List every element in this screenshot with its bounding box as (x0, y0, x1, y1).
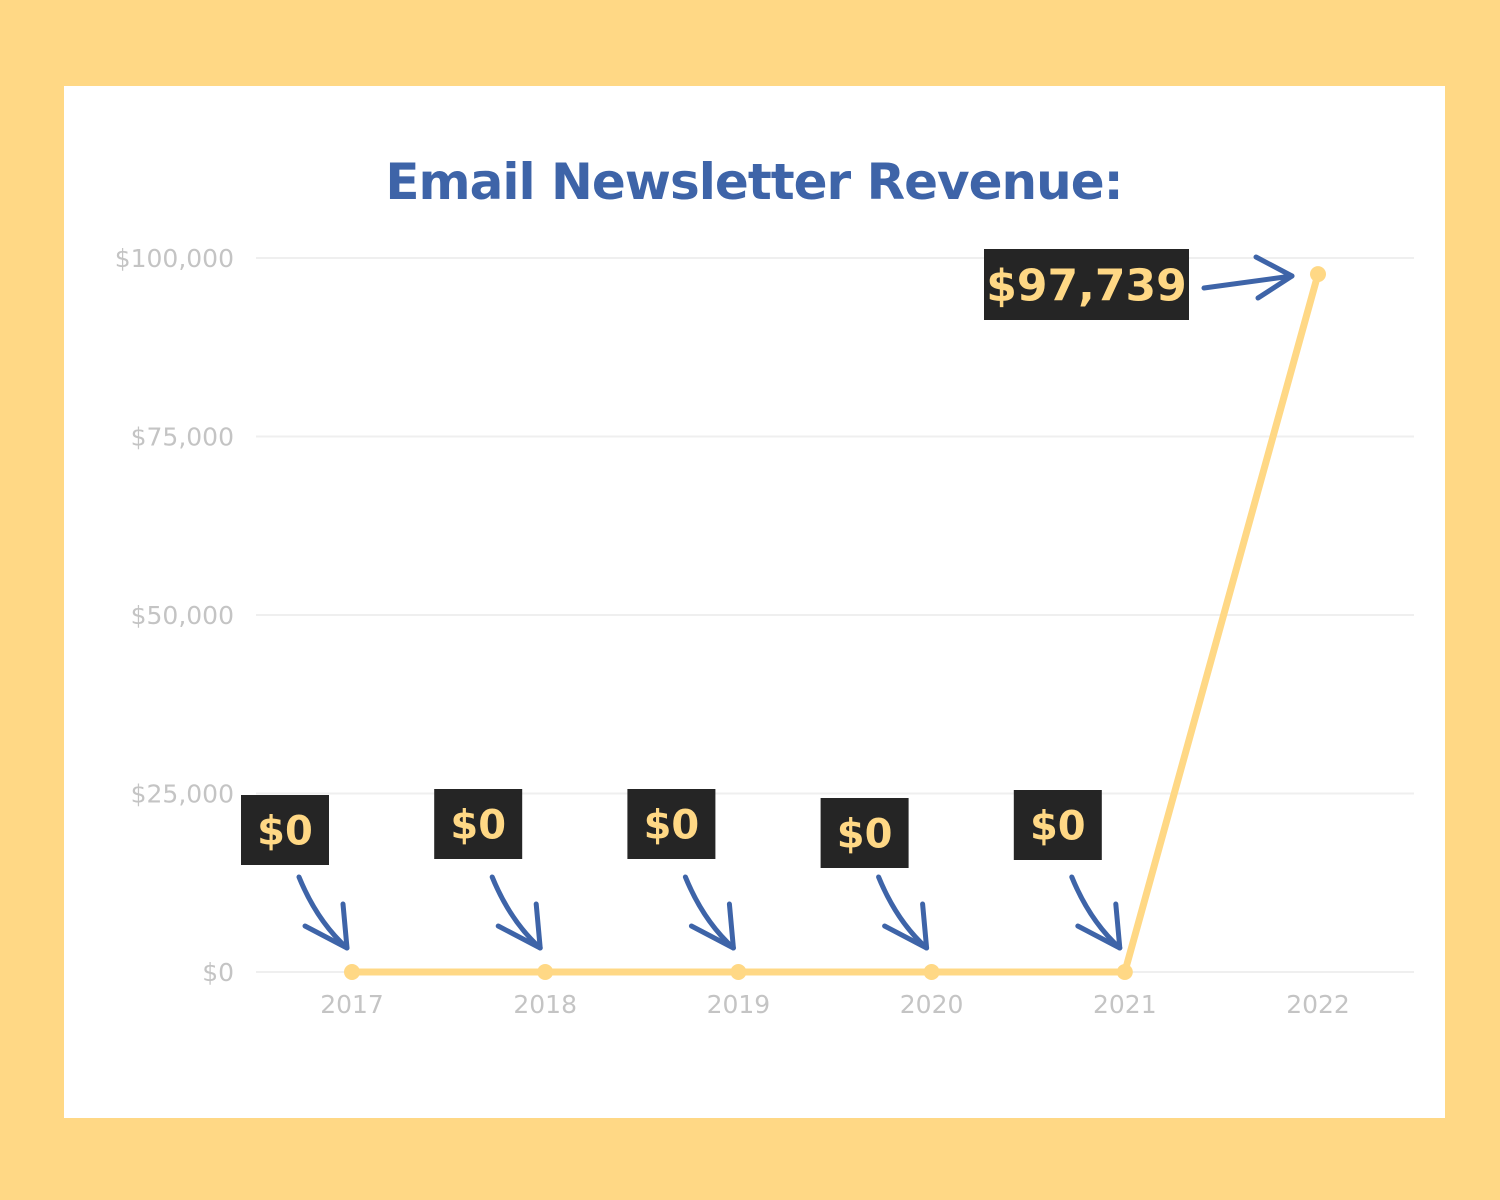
x-tick-label: 2018 (513, 990, 577, 1019)
value-callout: $0 (241, 795, 350, 951)
chart-card: Email Newsletter Revenue: $0 $25,000 $50,0… (64, 86, 1445, 1118)
value-callout: $0 (627, 789, 736, 951)
callout-value: $0 (1030, 803, 1086, 849)
value-callout: $0 (1013, 790, 1123, 951)
revenue-series-line (348, 270, 1322, 976)
y-tick-label: $0 (202, 958, 234, 987)
callout-value: $0 (257, 808, 313, 854)
callout-box (1013, 790, 1102, 860)
callout-box (434, 789, 523, 859)
callout-arrow (1201, 273, 1295, 291)
revenue-line-chart: Email Newsletter Revenue: $0 $25,000 $50,0… (115, 153, 1414, 1019)
series-line (348, 270, 1322, 976)
callout-box (627, 789, 716, 859)
data-point (344, 964, 360, 980)
callout-value: $0 (644, 802, 700, 848)
callout-box (984, 249, 1189, 320)
y-tick-label: $25,000 (131, 780, 234, 809)
x-tick-label: 2022 (1286, 990, 1350, 1019)
value-callout: $0 (820, 798, 930, 951)
data-point (1116, 964, 1133, 980)
y-tick-label: $50,000 (131, 601, 234, 630)
callout-value: $0 (450, 802, 506, 848)
callout-arrowhead (1253, 254, 1295, 301)
value-callouts: $0 $0 $0 $0 $0 $97,739 (241, 249, 1295, 951)
callout-value: $0 (837, 811, 893, 857)
callout-arrowhead (882, 901, 930, 951)
callout-arrowhead (495, 901, 543, 951)
callout-box (820, 798, 909, 868)
callout-arrowhead (1075, 901, 1123, 951)
data-points (344, 266, 1326, 980)
callout-value: $97,739 (986, 260, 1186, 311)
x-tick-label: 2020 (900, 990, 964, 1019)
data-point (1310, 266, 1326, 283)
x-tick-label: 2017 (320, 990, 384, 1019)
x-axis-tick-labels: 2017 2018 2019 2020 2021 2022 (320, 990, 1350, 1019)
x-tick-label: 2019 (707, 990, 771, 1019)
chart-title: Email Newsletter Revenue: (385, 153, 1122, 211)
x-tick-label: 2021 (1093, 990, 1157, 1019)
callout-arrowhead (688, 901, 736, 951)
y-tick-label: $100,000 (115, 244, 234, 273)
value-callout: $97,739 (984, 249, 1295, 320)
value-callout: $0 (434, 789, 543, 951)
data-point (730, 964, 747, 980)
data-point (923, 964, 940, 980)
y-axis-tick-labels: $0 $25,000 $50,000 $75,000 $100,000 (115, 244, 234, 987)
callout-arrowhead (302, 901, 350, 951)
callout-box (241, 795, 329, 865)
data-point (537, 964, 554, 980)
y-tick-label: $75,000 (131, 423, 234, 452)
